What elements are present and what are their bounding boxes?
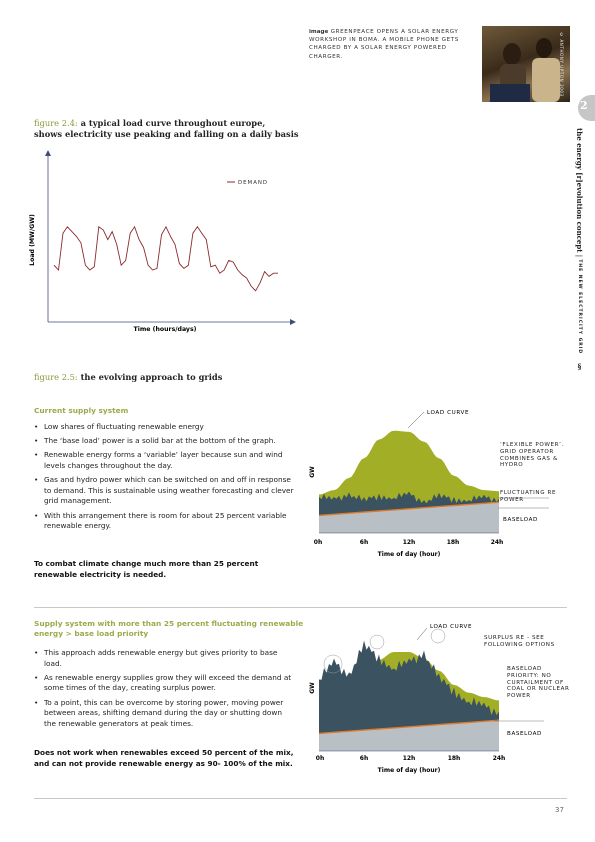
- figure-2-4-title-line1: a typical load curve throughout europe,: [80, 118, 266, 128]
- x-axis-label: Time of day (hour): [378, 551, 441, 558]
- x-axis-label: Time (hours/days): [134, 326, 197, 333]
- current-supply-bullet: The ‘base load’ power is a solid bar at …: [34, 436, 296, 447]
- footer-divider: [34, 798, 567, 799]
- current-supply-bullets: Low shares of fluctuating renewable ener…: [34, 422, 296, 535]
- baseload-area: [319, 720, 499, 751]
- load-curve-annotation: LOAD CURVE: [427, 410, 469, 416]
- chapter-number: 2: [580, 99, 588, 112]
- x-axis-label: Time of day (hour): [378, 767, 441, 774]
- surplus-supply-heading: Supply system with more than 25 percent …: [34, 619, 303, 639]
- surplus-re-annotation: SURPLUS RE - SEE FOLLOWING OPTIONS: [484, 635, 554, 648]
- running-header-mark: §: [575, 362, 584, 372]
- load-curve-chart: Load (MW/GW) Time (hours/days) DEMAND: [29, 150, 296, 333]
- figure-2-5-title-text: the evolving approach to grids: [80, 372, 223, 382]
- baseload-annotation: BASELOAD: [507, 731, 542, 737]
- current-supply-bullet: With this arrangement there is room for …: [34, 511, 296, 532]
- current-supply-chart: GW 0h 6h 12h 18h 24h Time of day (hour) …: [309, 410, 563, 558]
- current-supply-bullet: Renewable energy forms a ‘variable’ laye…: [34, 450, 296, 471]
- baseload-top-line: [318, 719, 500, 735]
- running-header-subtitle: THE NEW ELECTRICITY GRID: [577, 259, 582, 355]
- load-curve-leader: [416, 627, 428, 641]
- running-header-separator: |: [575, 254, 583, 258]
- x-axis-arrow: [290, 319, 296, 325]
- page-number: 37: [555, 806, 564, 814]
- photo-scene: [490, 38, 560, 102]
- surplus-supply-conclusion: Does not work when renewables exceed 50 …: [34, 748, 294, 768]
- x-tick-0h: 0h: [316, 755, 324, 762]
- figure-2-4-number: figure 2.4:: [34, 118, 78, 128]
- baseload-top-line: [318, 501, 500, 517]
- x-tick-0h: 0h: [314, 539, 322, 546]
- surplus-supply-bullet: This approach adds renewable energy but …: [34, 648, 296, 669]
- figure-2-5-title: figure 2.5: the evolving approach to gri…: [34, 372, 222, 383]
- y-axis-label: GW: [309, 682, 316, 694]
- surplus-circle: [430, 628, 446, 644]
- x-tick-24h: 24h: [493, 755, 506, 762]
- x-tick-12h: 12h: [403, 539, 416, 546]
- demand-line: [53, 225, 278, 292]
- y-axis-arrow: [45, 150, 51, 156]
- photo-caption-label: image: [309, 29, 329, 35]
- running-header-title: the energy [r]evolution concept: [575, 128, 584, 253]
- surplus-supply-heading-line1: Supply system with more than 25 percent …: [34, 619, 304, 628]
- x-tick-18h: 18h: [448, 755, 461, 762]
- surplus-supply-bullet: To a point, this can be overcome by stor…: [34, 698, 296, 730]
- x-tick-6h: 6h: [360, 539, 368, 546]
- current-supply-bullet: Gas and hydro power which can be switche…: [34, 475, 296, 507]
- figure-2-4-title: figure 2.4: a typical load curve through…: [34, 118, 299, 139]
- surplus-supply-heading-line2: energy > base load priority: [34, 629, 149, 638]
- photo: © ANTHONY UPTON 2003: [482, 26, 570, 102]
- photo-caption: image GREENPEACE OPENS A SOLAR ENERGY WO…: [309, 28, 474, 61]
- current-supply-conclusion: To combat climate change much more than …: [34, 559, 259, 579]
- surplus-supply-chart: GW 0h 6h 12h 18h 24h Time of day (hour) …: [309, 624, 569, 774]
- photo-caption-text: GREENPEACE OPENS A SOLAR ENERGY WORKSHOP…: [309, 29, 459, 60]
- surplus-supply-bullet: As renewable energy supplies grow they w…: [34, 673, 296, 694]
- current-supply-bullet: Low shares of fluctuating renewable ener…: [34, 422, 296, 433]
- load-curve-leader: [407, 411, 425, 429]
- baseload-annotation: BASELOAD: [503, 517, 538, 523]
- y-axis-label: GW: [309, 466, 316, 478]
- chapter-tab: 2: [578, 95, 595, 121]
- legend-demand-label: DEMAND: [238, 180, 268, 186]
- surplus-supply-bullets: This approach adds renewable energy but …: [34, 648, 296, 733]
- current-supply-heading: Current supply system: [34, 406, 129, 415]
- baseload-priority-annotation: BASELOAD PRIORITY: NO CURTAILMENT OF COA…: [507, 666, 569, 699]
- section-divider: [34, 607, 567, 608]
- x-tick-6h: 6h: [360, 755, 368, 762]
- x-tick-24h: 24h: [491, 539, 504, 546]
- photo-credit: © ANTHONY UPTON 2003: [559, 32, 564, 97]
- surplus-circle: [323, 654, 343, 674]
- running-header: the energy [r]evolution concept | THE NE…: [575, 128, 584, 371]
- surplus-circle: [369, 634, 385, 650]
- y-axis-label: Load (MW/GW): [29, 214, 36, 266]
- x-tick-12h: 12h: [403, 755, 416, 762]
- fluctuating-re-annotation: FLUCTUATING RE POWER: [500, 490, 556, 503]
- figure-2-4-title-line2: shows electricity use peaking and fallin…: [34, 128, 299, 139]
- baseload-area: [319, 502, 499, 533]
- figure-2-5-number: figure 2.5:: [34, 372, 78, 382]
- x-tick-18h: 18h: [447, 539, 460, 546]
- load-curve-annotation: LOAD CURVE: [430, 624, 472, 630]
- flexible-power-annotation: ‘FLEXIBLE POWER’. GRID OPERATOR COMBINES…: [500, 442, 563, 468]
